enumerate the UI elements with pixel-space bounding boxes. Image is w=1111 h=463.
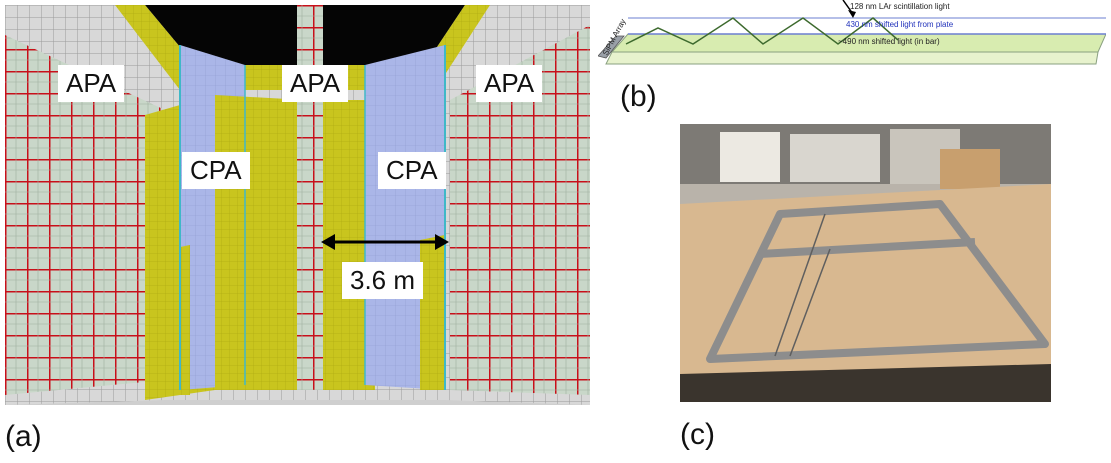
- caption-a: (a): [5, 420, 42, 453]
- light-490-label: ~490 nm shifted light (in bar): [838, 37, 940, 46]
- light-430-label: 430 nm shifted light from plate: [846, 20, 954, 29]
- light-128-label: 128 nm LAr scintillation light: [850, 2, 950, 11]
- cpa-label-right: CPA: [378, 152, 446, 189]
- caption-b: (b): [620, 80, 657, 113]
- cpa-label-left: CPA: [182, 152, 250, 189]
- frame-photo: [680, 124, 1051, 402]
- light-guide-diagram: SiPM Array 128 nm LAr scintillation ligh…: [598, 0, 1106, 65]
- dimension-label: 3.6 m: [342, 262, 424, 299]
- apa-label-right: APA: [476, 65, 543, 102]
- apa-label-center: APA: [282, 65, 349, 102]
- apa-label-left: APA: [58, 65, 125, 102]
- dimension-arrow: [321, 234, 449, 250]
- caption-c: (c): [680, 418, 715, 451]
